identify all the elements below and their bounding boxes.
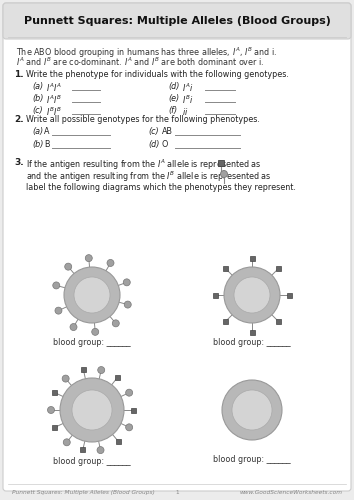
FancyBboxPatch shape <box>3 3 351 491</box>
Circle shape <box>47 406 55 414</box>
Bar <box>115 375 120 380</box>
Text: 1.: 1. <box>14 70 24 79</box>
Bar <box>276 266 281 272</box>
Circle shape <box>126 424 133 431</box>
Bar <box>276 318 281 324</box>
Circle shape <box>221 170 228 177</box>
Text: B: B <box>44 140 50 149</box>
Bar <box>81 368 86 372</box>
Circle shape <box>232 390 272 430</box>
Text: (b): (b) <box>32 140 44 149</box>
Circle shape <box>85 254 92 262</box>
Circle shape <box>72 390 112 430</box>
Bar <box>52 425 57 430</box>
Bar <box>218 160 224 166</box>
FancyBboxPatch shape <box>3 3 351 39</box>
Circle shape <box>112 320 119 327</box>
Circle shape <box>55 307 62 314</box>
Text: $I^Bi$: $I^Bi$ <box>182 94 193 106</box>
Text: 3.: 3. <box>14 158 24 167</box>
Text: (b): (b) <box>32 94 44 103</box>
Text: 1: 1 <box>175 490 179 495</box>
Text: (e): (e) <box>168 94 179 103</box>
Text: (c): (c) <box>148 127 159 136</box>
Bar <box>286 292 291 298</box>
Circle shape <box>70 324 77 330</box>
Text: (c): (c) <box>32 106 42 115</box>
Text: and the antigen resulting from the $I^B$ allele is represented as: and the antigen resulting from the $I^B$… <box>26 170 272 184</box>
Text: $I^Ai$: $I^Ai$ <box>182 82 193 94</box>
Text: $I^AI^B$: $I^AI^B$ <box>46 94 62 106</box>
Circle shape <box>65 263 72 270</box>
Text: (a): (a) <box>32 82 43 91</box>
Text: (f): (f) <box>168 106 177 115</box>
Text: A: A <box>44 127 50 136</box>
Text: If the antigen resulting from the $I^A$ allele is represented as: If the antigen resulting from the $I^A$ … <box>26 158 262 172</box>
Circle shape <box>126 389 133 396</box>
Text: label the following diagrams which the phenotypes they represent.: label the following diagrams which the p… <box>26 183 296 192</box>
Bar <box>250 330 255 334</box>
Text: (d): (d) <box>148 140 159 149</box>
Bar <box>80 448 85 452</box>
Text: AB: AB <box>162 127 173 136</box>
Circle shape <box>234 277 270 313</box>
Text: blood group: ______: blood group: ______ <box>53 457 131 466</box>
Circle shape <box>224 267 280 323</box>
Text: www.GoodScienceWorksheets.com: www.GoodScienceWorksheets.com <box>239 490 342 495</box>
Bar <box>52 390 57 395</box>
Text: Punnett Squares: Multiple Alleles (Blood Groups): Punnett Squares: Multiple Alleles (Blood… <box>12 490 155 495</box>
Text: $ii$: $ii$ <box>182 106 188 117</box>
Text: 2.: 2. <box>14 115 24 124</box>
Text: (a): (a) <box>32 127 43 136</box>
Circle shape <box>97 446 104 454</box>
Text: O: O <box>162 140 169 149</box>
Bar <box>116 439 121 444</box>
Bar <box>223 318 228 324</box>
Circle shape <box>74 277 110 313</box>
Text: $I^BI^B$: $I^BI^B$ <box>46 106 62 118</box>
Text: blood group: ______: blood group: ______ <box>53 338 131 347</box>
Text: $I^AI^A$: $I^AI^A$ <box>46 82 62 94</box>
Circle shape <box>98 366 105 374</box>
Circle shape <box>62 375 69 382</box>
Text: Write the phenotype for individuals with the following genotypes.: Write the phenotype for individuals with… <box>26 70 289 79</box>
Bar <box>131 408 136 412</box>
Text: blood group: ______: blood group: ______ <box>213 338 291 347</box>
Circle shape <box>64 267 120 323</box>
Text: The ABO blood grouping in humans has three alleles, $I^A$, $I^B$ and i.: The ABO blood grouping in humans has thr… <box>16 46 278 60</box>
Circle shape <box>107 260 114 266</box>
Circle shape <box>60 378 124 442</box>
Circle shape <box>53 282 60 289</box>
Circle shape <box>123 279 130 286</box>
Circle shape <box>124 301 131 308</box>
Circle shape <box>222 380 282 440</box>
Text: (d): (d) <box>168 82 179 91</box>
Circle shape <box>63 439 70 446</box>
Text: Punnett Squares: Multiple Alleles (Blood Groups): Punnett Squares: Multiple Alleles (Blood… <box>24 16 330 26</box>
Bar <box>250 256 255 260</box>
Text: Write all possible genotypes for the following phenotypes.: Write all possible genotypes for the fol… <box>26 115 260 124</box>
Text: $I^A$ and $I^B$ are co-dominant. $I^A$ and $I^B$ are both dominant over i.: $I^A$ and $I^B$ are co-dominant. $I^A$ a… <box>16 56 264 68</box>
Text: blood group: ______: blood group: ______ <box>213 455 291 464</box>
Bar <box>212 292 217 298</box>
Bar <box>223 266 228 272</box>
Circle shape <box>92 328 99 336</box>
